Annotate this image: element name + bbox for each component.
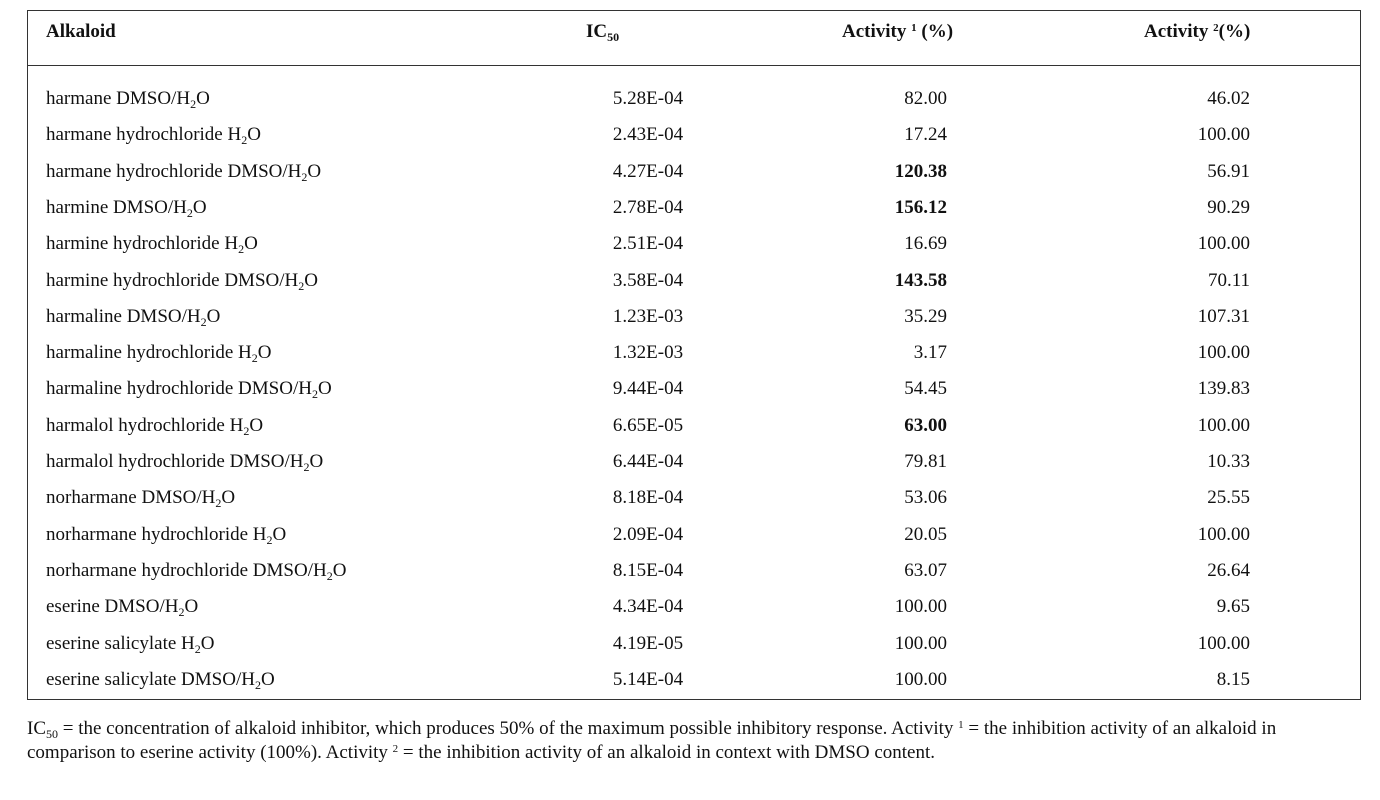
header-activity-1: Activity 1 (%) — [842, 21, 954, 42]
alkaloid-cell: norharmane hydrochloride H2O — [46, 523, 287, 547]
activity-1-cell: 143.58 — [894, 269, 947, 291]
ic50-cell: 5.14E-04 — [612, 668, 684, 690]
activity-2-cell: 100.00 — [1197, 414, 1250, 436]
table-row: eserine salicylate DMSO/H2O 5.14E-04 100.0… — [28, 669, 1360, 705]
table-row: eserine salicylate H2O 4.19E-05 100.00 100.… — [28, 633, 1360, 669]
ic50-cell: 8.15E-04 — [612, 559, 684, 581]
activity-2-cell: 107.31 — [1197, 305, 1250, 327]
table-row: harmane hydrochloride H2O 2.43E-04 17.24 10… — [28, 124, 1360, 160]
alkaloid-cell: eserine DMSO/H2O — [46, 596, 199, 620]
activity-2-cell: 46.02 — [1207, 88, 1250, 109]
table-row: norharmane hydrochloride DMSO/H2O 8.15E-0… — [28, 560, 1360, 596]
activity-2-cell: 139.83 — [1197, 378, 1250, 400]
table-row: harmane DMSO/H2O 5.28E-04 82.00 46.02 — [28, 88, 1360, 124]
header-activity-2: Activity 2(%) — [1144, 21, 1251, 42]
ic50-cell: 6.44E-04 — [612, 451, 684, 472]
activity-2-cell: 56.91 — [1207, 160, 1250, 182]
activity-1-cell: 53.06 — [904, 487, 947, 509]
ic50-cell: 1.23E-03 — [612, 305, 684, 327]
activity-2-cell: 70.11 — [1207, 269, 1250, 291]
header-alkaloid: Alkaloid — [46, 21, 116, 42]
ic50-cell: 5.28E-04 — [612, 88, 684, 109]
table-footnote: IC50 = the concentration of alkaloid inh… — [27, 718, 1277, 763]
activity-1-cell: 100.00 — [894, 632, 947, 654]
activity-2-cell: 25.55 — [1207, 487, 1250, 509]
activity-1-cell: 35.29 — [904, 305, 947, 327]
ic50-cell: 2.78E-04 — [612, 196, 684, 218]
alkaloid-cell: harmane DMSO/H2O — [46, 88, 210, 111]
ic50-cell: 4.34E-04 — [612, 596, 684, 618]
table-row: norharmane hydrochloride H2O 2.09E-04 20.0… — [28, 524, 1360, 560]
table-row: harmine DMSO/H2O 2.78E-04 156.12 90.29 — [28, 197, 1360, 233]
activity-2-cell: 26.64 — [1207, 559, 1250, 581]
alkaloid-cell: harmaline hydrochloride H2O — [46, 342, 272, 366]
ic50-cell: 2.09E-04 — [612, 523, 684, 545]
activity-1-cell: 17.24 — [904, 124, 947, 146]
alkaloid-cell: eserine salicylate DMSO/H2O — [46, 668, 275, 692]
ic50-cell: 1.32E-03 — [612, 342, 684, 364]
activity-1-cell: 120.38 — [894, 160, 947, 182]
activity-1-cell: 82.00 — [904, 88, 947, 109]
table-row: norharmane DMSO/H2O 8.18E-04 53.06 25.55 — [28, 487, 1360, 523]
table-row: harmine hydrochloride H2O 2.51E-04 16.69 10… — [28, 233, 1360, 269]
table-row: harmaline hydrochloride H2O 1.32E-03 3.17 1… — [28, 342, 1360, 378]
activity-1-cell: 79.81 — [904, 451, 947, 472]
activity-1-cell: 16.69 — [904, 233, 947, 255]
header-rule — [28, 65, 1360, 66]
activity-2-cell: 100.00 — [1197, 342, 1250, 364]
table-row: harmalol hydrochloride H2O 6.65E-05 63.00 1… — [28, 415, 1360, 451]
alkaloid-cell: harmine hydrochloride H2O — [46, 233, 258, 257]
ic50-cell: 2.43E-04 — [612, 124, 684, 146]
alkaloid-cell: norharmane DMSO/H2O — [46, 487, 236, 511]
activity-1-cell: 20.05 — [904, 523, 947, 545]
ic50-cell: 3.58E-04 — [612, 269, 684, 291]
alkaloid-cell: harmalol hydrochloride DMSO/H2O — [46, 451, 324, 474]
alkaloid-cell: eserine salicylate H2O — [46, 632, 215, 656]
alkaloid-cell: harmaline hydrochloride DMSO/H2O — [46, 378, 332, 402]
ic50-cell: 4.19E-05 — [612, 632, 684, 654]
ic50-cell: 2.51E-04 — [612, 233, 684, 255]
activity-2-cell: 8.15 — [1216, 668, 1250, 690]
table-row: eserine DMSO/H2O 4.34E-04 100.00 9.65 — [28, 596, 1360, 632]
activity-2-cell: 100.00 — [1197, 233, 1250, 255]
activity-1-cell: 156.12 — [894, 196, 947, 218]
table-row: harmaline DMSO/H2O 1.23E-03 35.29 107.31 — [28, 306, 1360, 342]
alkaloid-cell: harmaline DMSO/H2O — [46, 305, 221, 329]
activity-1-cell: 100.00 — [894, 668, 947, 690]
header-ic50: IC50 — [586, 21, 620, 44]
alkaloid-cell: harmine hydrochloride DMSO/H2O — [46, 269, 318, 293]
activity-2-cell: 100.00 — [1197, 523, 1250, 545]
alkaloid-cell: norharmane hydrochloride DMSO/H2O — [46, 559, 347, 583]
data-table: Alkaloid IC50 Activity 1 (%) Activity 2(… — [27, 10, 1361, 700]
activity-1-cell: 54.45 — [904, 378, 947, 400]
activity-1-cell: 3.17 — [913, 342, 947, 364]
ic50-cell: 8.18E-04 — [612, 487, 684, 509]
ic50-cell: 6.65E-05 — [612, 414, 684, 436]
ic50-cell: 9.44E-04 — [612, 378, 684, 400]
activity-2-cell: 90.29 — [1207, 196, 1250, 218]
table-row: harmine hydrochloride DMSO/H2O 3.58E-04 14… — [28, 270, 1360, 306]
table-row: harmalol hydrochloride DMSO/H2O 6.44E-04 7… — [28, 451, 1360, 487]
table-row: harmane hydrochloride DMSO/H2O 4.27E-04 12… — [28, 161, 1360, 197]
alkaloid-cell: harmane hydrochloride DMSO/H2O — [46, 160, 322, 184]
activity-1-cell: 100.00 — [894, 596, 947, 618]
alkaloid-cell: harmane hydrochloride H2O — [46, 124, 261, 148]
activity-2-cell: 10.33 — [1207, 451, 1250, 472]
activity-1-cell: 63.00 — [904, 414, 947, 436]
activity-1-cell: 63.07 — [904, 559, 947, 581]
activity-2-cell: 100.00 — [1197, 124, 1250, 146]
ic50-cell: 4.27E-04 — [612, 160, 684, 182]
table-row: harmaline hydrochloride DMSO/H2O 9.44E-04… — [28, 378, 1360, 414]
activity-2-cell: 9.65 — [1216, 596, 1250, 618]
alkaloid-cell: harmalol hydrochloride H2O — [46, 414, 264, 438]
alkaloid-cell: harmine DMSO/H2O — [46, 196, 207, 220]
activity-2-cell: 100.00 — [1197, 632, 1250, 654]
